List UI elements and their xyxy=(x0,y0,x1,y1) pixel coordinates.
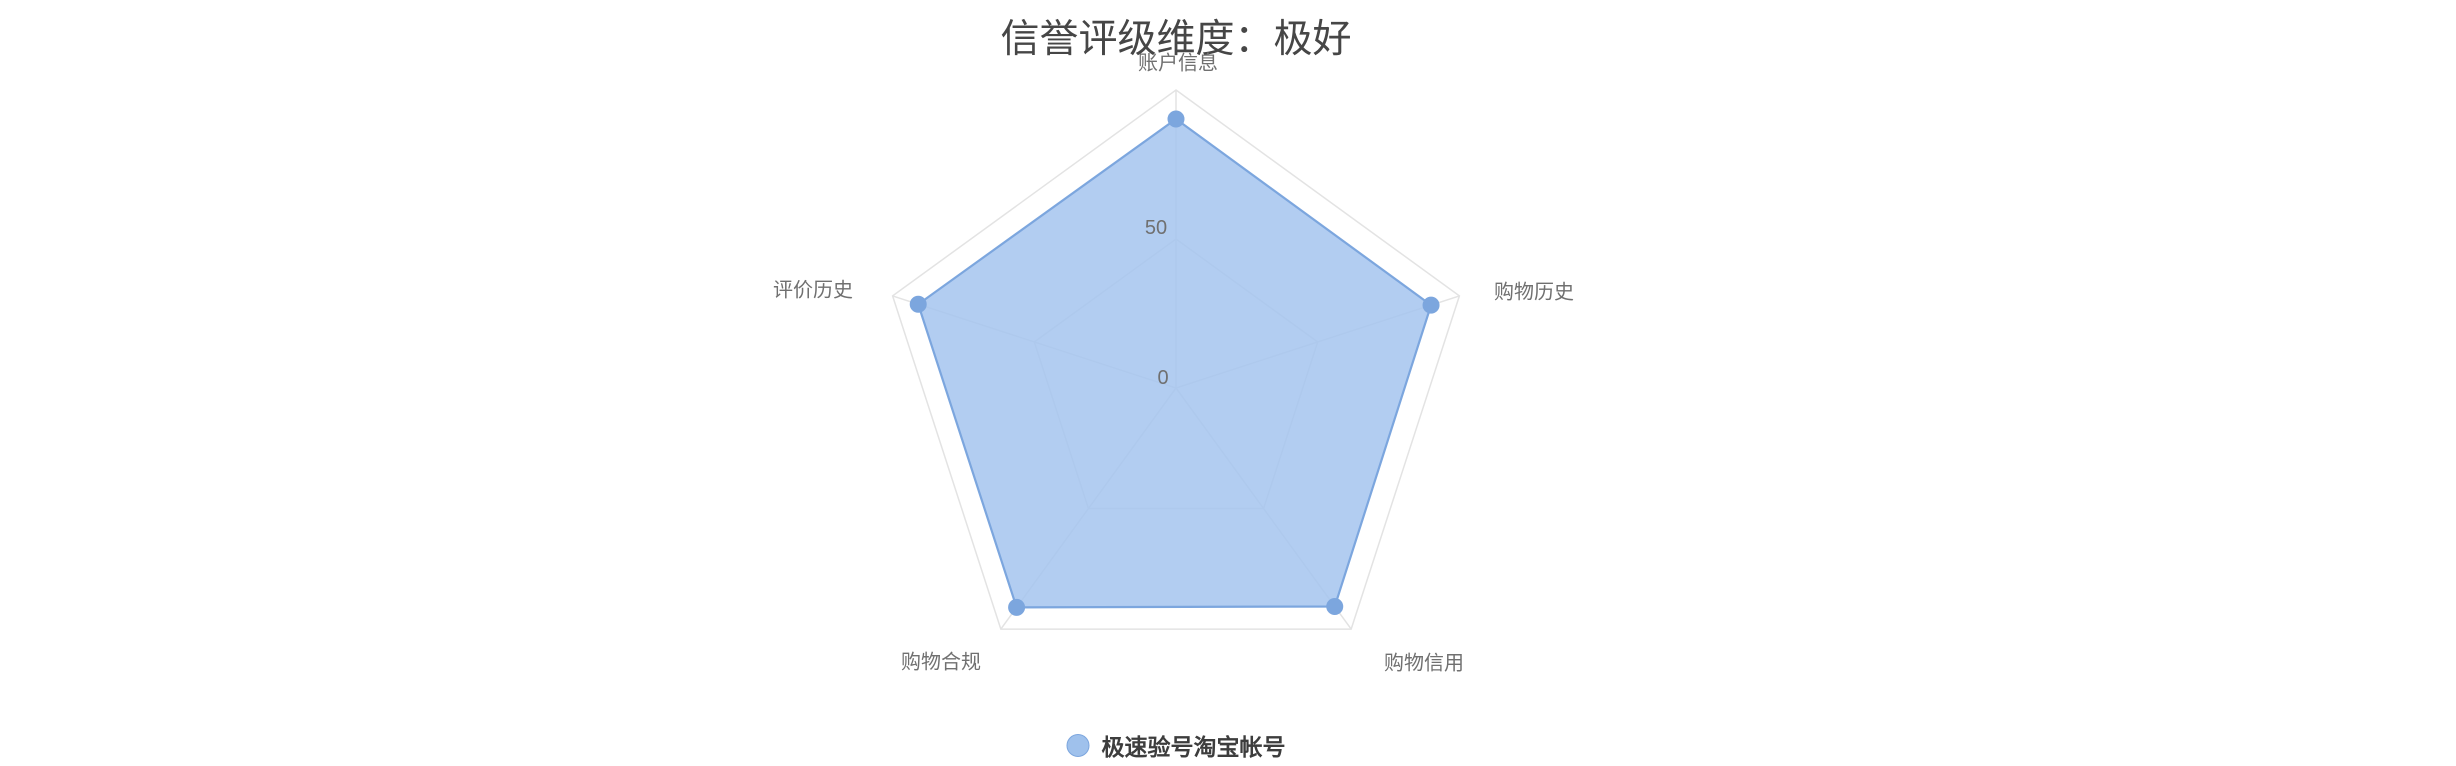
svg-text:0: 0 xyxy=(1157,367,1168,389)
svg-text:50: 50 xyxy=(1145,217,1167,239)
